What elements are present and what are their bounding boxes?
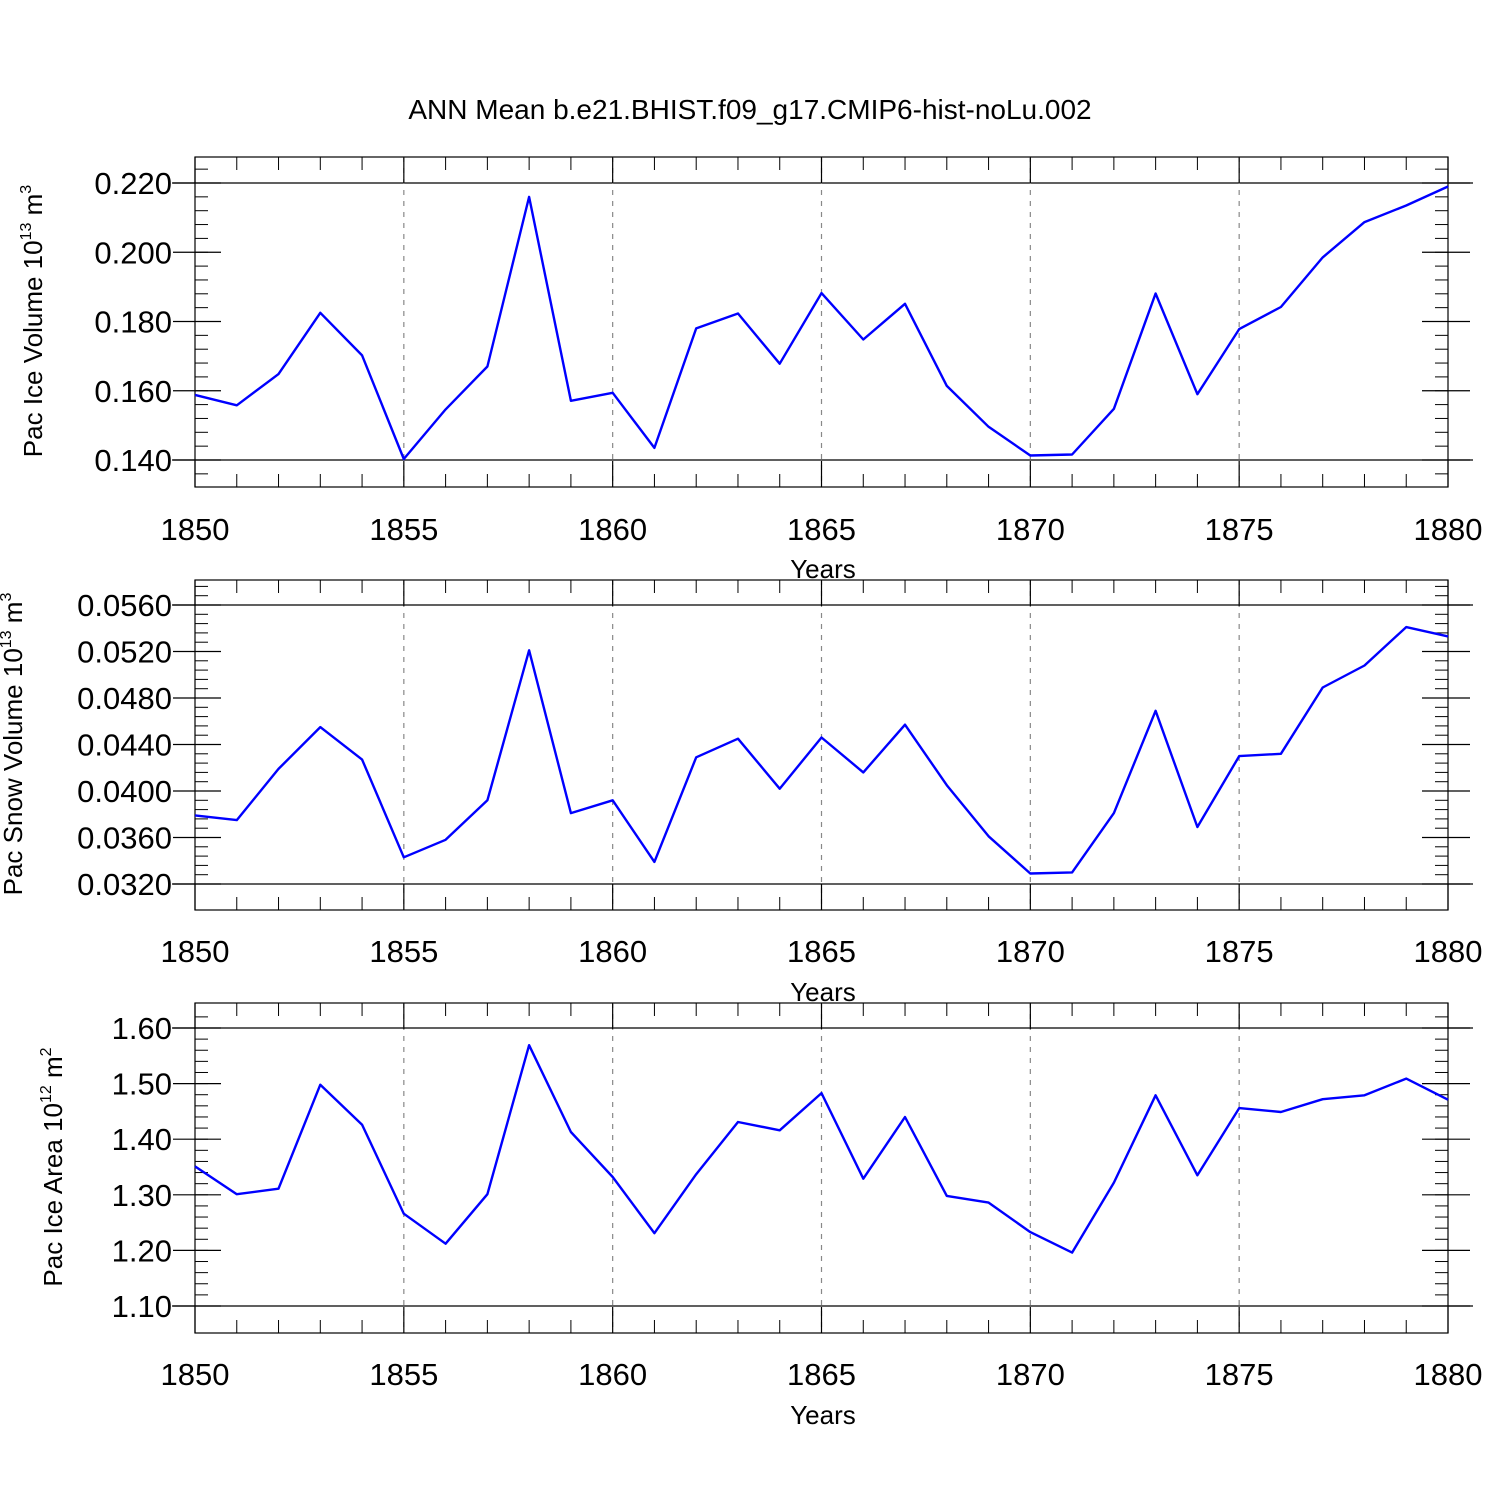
x-tick-label: 1855 (369, 934, 438, 969)
y-tick-label: 0.0320 (77, 867, 172, 902)
y-tick-label: 1.50 (112, 1067, 172, 1102)
series-line (194, 1043, 1449, 1254)
x-tick-label: 1880 (1414, 934, 1483, 969)
x-tick-label: 1875 (1205, 934, 1274, 969)
x-tick-label: 1860 (578, 512, 647, 547)
y-tick-label: 1.60 (112, 1011, 172, 1046)
y-tick-label: 0.0480 (77, 681, 172, 716)
y-tick-label: 0.140 (94, 443, 172, 478)
y-axis-title: Pac Snow Volume 1013 m3 (0, 593, 28, 896)
y-tick-label: 0.200 (94, 235, 172, 270)
y-tick-label: 0.180 (94, 305, 172, 340)
ice-volume-panel: Years Pac Ice Volume 1013 m3 1850 1855 186… (18, 156, 1483, 584)
y-tick-label: 1.20 (112, 1233, 172, 1268)
x-tick-label: 1875 (1205, 1357, 1274, 1392)
x-tick-label: 1875 (1205, 512, 1274, 547)
y-tick-label: 0.0520 (77, 635, 172, 670)
x-tick-label: 1865 (787, 1357, 856, 1392)
snow-volume-panel: Years Pac Snow Volume 1013 m3 1850 1855 18… (0, 579, 1483, 1007)
x-tick-label: 1850 (161, 1357, 230, 1392)
y-axis-title: Pac Ice Area 1012 m2 (38, 1047, 68, 1286)
x-tick-label: 1855 (369, 1357, 438, 1392)
x-tick-label: 1850 (161, 512, 230, 547)
series-line (194, 625, 1449, 875)
y-tick-label: 0.160 (94, 374, 172, 409)
y-tick-label: 0.0560 (77, 588, 172, 623)
y-tick-label: 0.0400 (77, 774, 172, 809)
x-tick-label: 1870 (996, 512, 1065, 547)
x-axis-title: Years (790, 1400, 856, 1430)
x-tick-label: 1855 (369, 512, 438, 547)
y-axis-title: Pac Ice Volume 1013 m3 (18, 185, 48, 458)
y-tick-label: 0.220 (94, 166, 172, 201)
series-line (194, 185, 1449, 461)
x-tick-label: 1865 (787, 934, 856, 969)
x-tick-label: 1880 (1414, 512, 1483, 547)
x-tick-label: 1870 (996, 934, 1065, 969)
y-tick-label: 0.0360 (77, 821, 172, 856)
x-tick-label: 1860 (578, 934, 647, 969)
y-tick-label: 1.10 (112, 1289, 172, 1324)
y-tick-label: 1.30 (112, 1178, 172, 1213)
x-tick-label: 1870 (996, 1357, 1065, 1392)
y-tick-label: 1.40 (112, 1122, 172, 1157)
x-axis-title: Years (790, 554, 856, 584)
x-tick-label: 1880 (1414, 1357, 1483, 1392)
x-axis-title: Years (790, 977, 856, 1007)
x-tick-label: 1850 (161, 934, 230, 969)
ice-area-panel: Years Pac Ice Area 1012 m2 1850 1855 1860 1… (38, 1002, 1483, 1430)
x-tick-label: 1865 (787, 512, 856, 547)
x-tick-label: 1860 (578, 1357, 647, 1392)
figure-title: ANN Mean b.e21.BHIST.f09_g17.CMIP6-hist-… (408, 94, 1091, 125)
y-tick-label: 0.0440 (77, 728, 172, 763)
